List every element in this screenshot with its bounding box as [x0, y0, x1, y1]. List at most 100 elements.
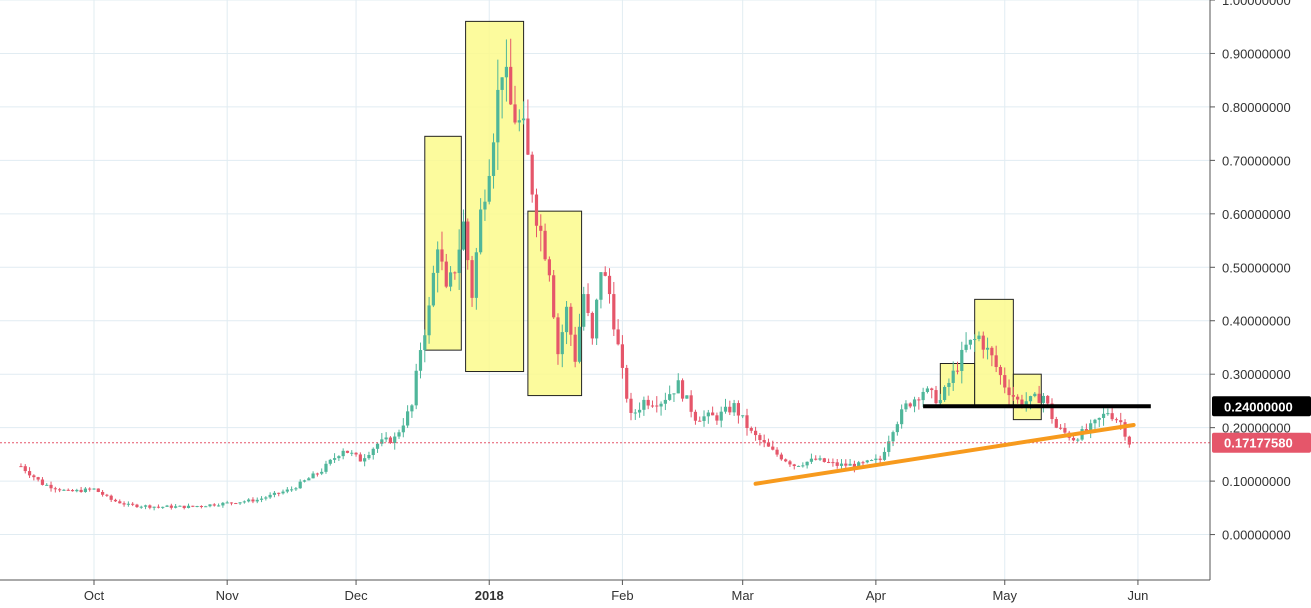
candle-down — [212, 504, 216, 506]
x-tick-label: 2018 — [475, 588, 504, 603]
candle-down — [470, 260, 474, 298]
candle-up — [517, 120, 521, 123]
candle-down — [234, 503, 238, 505]
candle-down — [698, 420, 702, 422]
candle-down — [831, 462, 835, 464]
candle-up — [406, 411, 410, 426]
x-tick-label: Nov — [216, 588, 240, 603]
support-trendline — [753, 422, 1136, 486]
candle-down — [955, 370, 960, 372]
candle-up — [857, 462, 861, 468]
candle-down — [753, 430, 758, 436]
candle-down — [543, 230, 547, 260]
candle-up — [328, 459, 332, 464]
candle-down — [625, 367, 629, 399]
candle-down — [169, 505, 173, 508]
candle-down — [930, 388, 934, 391]
candle-up — [891, 432, 895, 442]
y-tick-label: 0.70000000 — [1222, 153, 1291, 168]
candle-down — [861, 462, 865, 464]
candle-up — [324, 463, 328, 472]
candle-up — [427, 305, 431, 336]
candle-up — [642, 399, 646, 410]
candle-up — [925, 388, 930, 392]
candle-down — [453, 272, 457, 274]
candle-up — [423, 335, 427, 351]
candle-down — [569, 306, 573, 335]
candle-up — [801, 465, 805, 467]
price-flags: 0.24000000 0.17177580 — [1212, 396, 1311, 453]
candle-down — [1046, 395, 1050, 404]
candle-down — [650, 405, 655, 407]
candle-down — [556, 317, 560, 355]
candle-up — [332, 458, 337, 460]
candle-up — [887, 441, 891, 452]
price-flag — [1212, 432, 1311, 453]
candle-down — [620, 344, 625, 368]
candle-down — [113, 499, 118, 502]
candle-down — [1114, 419, 1119, 421]
candle-down — [1037, 393, 1041, 403]
candle-up — [363, 458, 367, 462]
candle-down — [552, 275, 556, 318]
candle-up — [238, 502, 242, 504]
candle-down — [1127, 436, 1131, 445]
candle-down — [66, 489, 70, 491]
candle-down — [96, 488, 100, 492]
candle-up — [83, 488, 88, 493]
candle-down — [358, 454, 362, 462]
candle-down — [1071, 437, 1076, 441]
candle-up — [448, 272, 453, 287]
candle-up — [285, 489, 289, 492]
candle-down — [1110, 413, 1114, 420]
y-tick-label: 0.50000000 — [1222, 260, 1291, 275]
candle-up — [92, 488, 96, 490]
candle-up — [943, 386, 947, 401]
candle-down — [354, 452, 358, 455]
candle-up — [912, 399, 917, 407]
candle-up — [161, 506, 165, 508]
candle-down — [148, 505, 152, 508]
candle-down — [530, 154, 534, 195]
candle-up — [685, 395, 689, 399]
candle-up — [62, 489, 66, 491]
candle-up — [225, 502, 229, 504]
candle-up — [75, 489, 79, 492]
candle-up — [668, 394, 672, 400]
candle-up — [474, 252, 478, 298]
candle-down — [79, 489, 83, 493]
candle-down — [315, 473, 319, 475]
candle-down — [1050, 403, 1054, 420]
candle-up — [290, 489, 294, 491]
candle-up — [1024, 401, 1028, 405]
candle-up — [259, 498, 264, 500]
candle-down — [118, 501, 122, 504]
candle-up — [809, 458, 814, 462]
candle-up — [599, 272, 603, 300]
candle-down — [771, 446, 775, 450]
candle-up — [637, 409, 642, 413]
candle-up — [960, 349, 964, 372]
candle-down — [766, 442, 771, 447]
candle-down — [586, 294, 590, 313]
candle-up — [968, 339, 972, 345]
candle-down — [1016, 396, 1020, 400]
candle-up — [350, 452, 354, 454]
candle-up — [973, 339, 977, 341]
candle-up — [479, 209, 483, 253]
candle-up — [204, 506, 208, 508]
candle-down — [1020, 399, 1024, 405]
axes: 0.00000000 0.10000000 0.20000000 0.30000000… — [0, 0, 1291, 603]
candle-down — [779, 454, 783, 460]
candle-up — [1089, 423, 1093, 431]
candle-up — [294, 488, 298, 490]
y-tick-label: 0.80000000 — [1222, 100, 1291, 115]
y-tick-label: 0.00000000 — [1222, 528, 1291, 543]
price-flag-label: 0.17177580 — [1224, 436, 1293, 451]
candle-up — [723, 406, 728, 412]
candle-up — [401, 425, 405, 433]
candle-up — [341, 450, 345, 457]
candle-up — [659, 403, 663, 407]
